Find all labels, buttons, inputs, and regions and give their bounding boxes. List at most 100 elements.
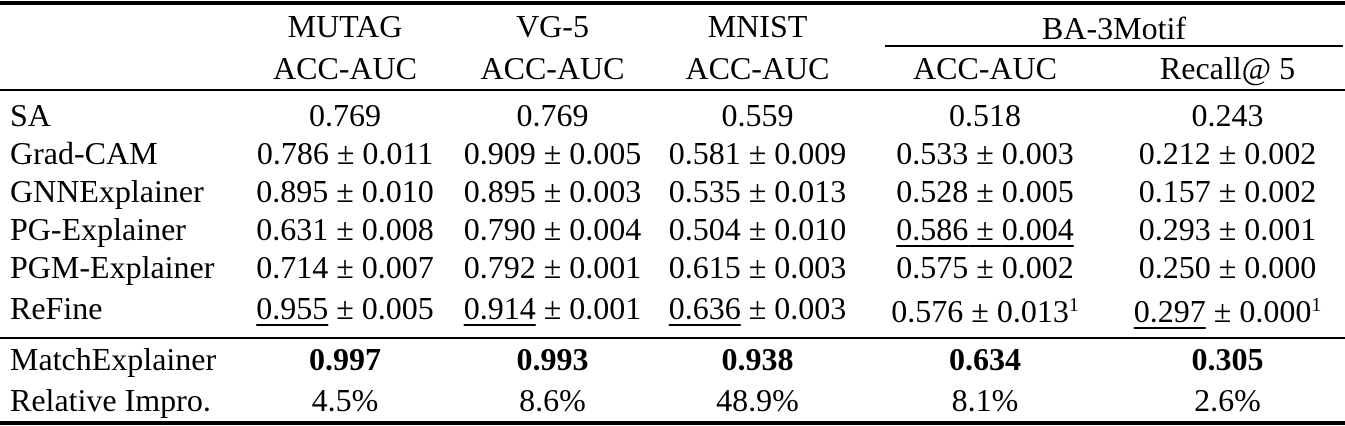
metric-header-recall-5-4: Recall@ 5 — [1159, 50, 1296, 86]
value-cell: 0.559 — [655, 90, 860, 134]
metric-header-acc-auc-3: ACC-AUC — [912, 50, 1057, 86]
mean-value: 0.636 — [668, 289, 741, 326]
std-value: 0.003 — [569, 173, 642, 209]
value-text: 0.769 — [309, 97, 381, 133]
metric-header-acc-auc-1: ACC-AUC — [480, 50, 625, 86]
value-cell: 0.636 ± 0.003 — [655, 286, 860, 338]
value-text: 0.535 ± 0.013 — [668, 173, 847, 209]
mean-value: 0.293 — [1138, 211, 1211, 247]
std-value: 0.004 — [1001, 211, 1074, 247]
mean-value: 0.938 — [721, 340, 794, 377]
std-value: 0.003 — [774, 289, 847, 326]
std-value: 0.005 — [361, 289, 434, 326]
mean-value: 0.250 — [1138, 249, 1211, 285]
value-text: 0.634 — [949, 341, 1021, 377]
mean-value: 0.581 — [668, 135, 741, 171]
group-header-vg-5: VG-5 — [516, 8, 589, 44]
value-text: 0.938 — [722, 341, 794, 377]
value-cell: 0.504 ± 0.010 — [655, 210, 860, 248]
value-cell: 48.9% — [655, 380, 860, 423]
group-header-mutag: MUTAG — [287, 8, 403, 44]
value-cell: 0.938 — [655, 338, 860, 380]
method-cell: MatchExplainer — [10, 340, 217, 377]
method-cell: ReFine — [10, 289, 103, 326]
method-cell: Grad-CAM — [10, 135, 158, 171]
value-text: 0.243 — [1192, 97, 1264, 133]
result-row-matchexplainer: MatchExplainer 0.997 0.993 0.938 0.634 0.305 — [0, 338, 1345, 380]
value-text: 0.559 — [722, 97, 794, 133]
mean-value: 0.792 — [463, 249, 536, 285]
value-cell: 0.993 — [450, 338, 655, 380]
std-value: 0.008 — [361, 211, 434, 247]
metric-header-acc-auc-2: ACC-AUC — [685, 50, 830, 86]
table-body: SA 0.769 0.769 0.559 0.518 0.243 Grad-CAM 0.786… — [0, 90, 1345, 338]
value-cell: 0.293 ± 0.001 — [1110, 210, 1345, 248]
mean-value: 8.6% — [519, 381, 586, 418]
mean-value: 48.9% — [716, 381, 799, 418]
baseline-row-pgm-explainer: PGM-Explainer 0.714 ± 0.007 0.792 ± 0.001 0… — [0, 248, 1345, 286]
value-text: 0.297 ± 0.000 — [1133, 292, 1312, 329]
baseline-row-sa: SA 0.769 0.769 0.559 0.518 0.243 — [0, 90, 1345, 134]
method-cell: PGM-Explainer — [10, 249, 215, 285]
mean-value: 0.634 — [949, 340, 1021, 377]
value-cell: 0.305 — [1110, 338, 1345, 380]
std-value: 0.003 — [1001, 135, 1074, 171]
std-value: 0.004 — [569, 211, 642, 247]
mean-value: 0.769 — [309, 97, 381, 133]
baseline-row-grad-cam: Grad-CAM 0.786 ± 0.011 0.909 ± 0.005 0.581 … — [0, 134, 1345, 172]
mean-value: 0.615 — [668, 249, 741, 285]
mean-value: 8.1% — [951, 381, 1019, 418]
mean-value: 0.895 — [463, 173, 536, 209]
value-cell: 0.212 ± 0.002 — [1110, 134, 1345, 172]
mean-value: 4.5% — [311, 381, 379, 418]
mean-value: 0.535 — [668, 173, 741, 209]
mean-value: 0.955 — [256, 289, 329, 326]
value-cell: 0.528 ± 0.005 — [860, 172, 1110, 210]
value-text: 0.631 ± 0.008 — [256, 211, 434, 247]
mean-value: 0.997 — [309, 340, 381, 377]
value-cell: 8.6% — [450, 380, 655, 423]
mean-value: 0.993 — [516, 340, 589, 377]
value-cell: 0.769 — [450, 90, 655, 134]
value-text: 0.636 ± 0.003 — [668, 289, 847, 326]
value-text: 0.993 — [517, 341, 589, 377]
value-cell: 2.6% — [1110, 380, 1345, 423]
value-cell: 0.157 ± 0.002 — [1110, 172, 1345, 210]
std-value: 0.005 — [569, 135, 642, 171]
value-text: 4.5% — [312, 382, 379, 418]
std-value: 0.013 — [774, 173, 847, 209]
mean-value: 0.212 — [1138, 135, 1211, 171]
value-cell: 0.615 ± 0.003 — [655, 248, 860, 286]
value-cell: 0.576 ± 0.0131 — [860, 286, 1110, 338]
std-value: 0.007 — [361, 249, 434, 285]
mean-value: 0.769 — [516, 97, 589, 133]
value-text: 0.955 ± 0.005 — [256, 289, 434, 326]
baseline-row-pg-explainer: PG-Explainer 0.631 ± 0.008 0.790 ± 0.004 0.… — [0, 210, 1345, 248]
group-header-mnist: MNIST — [707, 8, 808, 44]
value-text: 0.528 ± 0.005 — [896, 173, 1074, 209]
value-text: 2.6% — [1194, 382, 1261, 418]
std-value: 0.010 — [361, 173, 434, 209]
value-text: 0.786 ± 0.011 — [256, 135, 434, 171]
mean-value: 0.518 — [949, 97, 1021, 133]
value-cell: 0.297 ± 0.0001 — [1110, 286, 1345, 338]
std-value: 0.001 — [569, 289, 642, 326]
value-cell: 0.581 ± 0.009 — [655, 134, 860, 172]
value-cell: 0.792 ± 0.001 — [450, 248, 655, 286]
std-value: 0.000 — [1244, 249, 1317, 285]
value-text: 0.575 ± 0.002 — [896, 249, 1074, 285]
method-cell: SA — [10, 97, 51, 133]
method-cell: Relative Impro. — [10, 381, 211, 418]
value-cell: 0.895 ± 0.010 — [240, 172, 450, 210]
corner-cell — [0, 3, 240, 47]
std-value: 0.011 — [362, 135, 434, 171]
std-value: 0.000 — [1239, 292, 1312, 329]
value-cell: 0.575 ± 0.002 — [860, 248, 1110, 286]
value-cell: 0.243 — [1110, 90, 1345, 134]
value-cell: 8.1% — [860, 380, 1110, 423]
std-value: 0.003 — [774, 249, 847, 285]
value-text: 0.250 ± 0.000 — [1138, 249, 1317, 285]
table-head: MUTAG VG-5 MNIST BA-3Motif ACC-AUC ACC-AUC ACC… — [0, 3, 1345, 90]
metric-header-acc-auc-0: ACC-AUC — [272, 50, 417, 86]
